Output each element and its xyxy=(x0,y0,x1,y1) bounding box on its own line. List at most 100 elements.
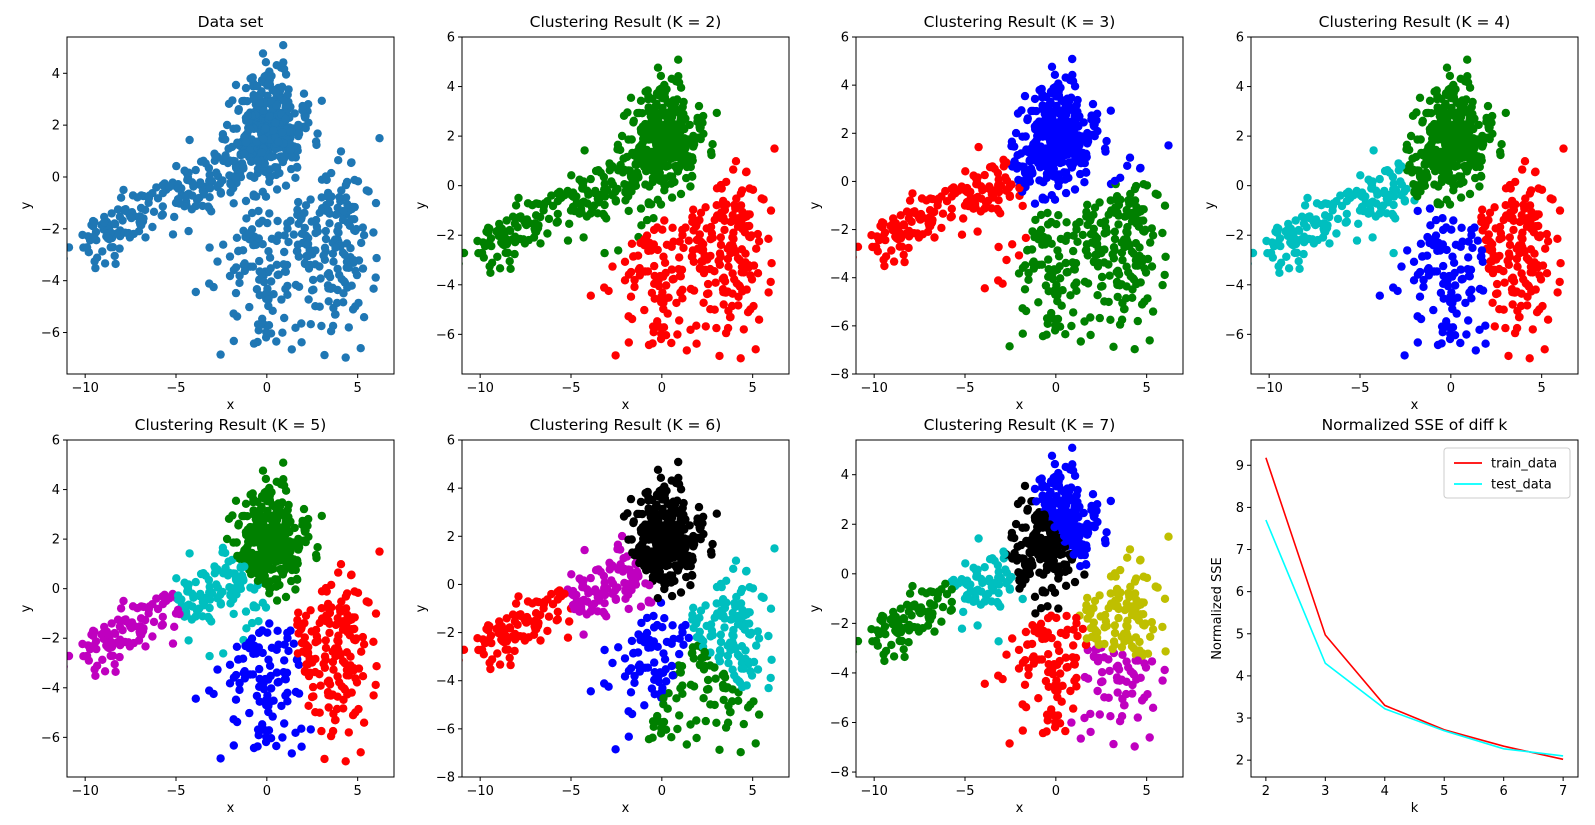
scatter-point xyxy=(640,701,649,710)
scatter-point xyxy=(1158,280,1167,290)
scatter-point xyxy=(660,614,669,623)
scatter-point xyxy=(1018,304,1027,313)
scatter-point xyxy=(695,613,704,622)
scatter-point xyxy=(283,688,292,697)
scatter-point xyxy=(1074,146,1084,155)
scatter-point xyxy=(1158,228,1167,238)
scatter-point xyxy=(1463,55,1472,64)
y-tick-label: 2 xyxy=(447,130,455,145)
scatter-point xyxy=(600,192,610,201)
scatter-point xyxy=(1373,189,1383,198)
scatter-point xyxy=(620,257,630,266)
scatter-point xyxy=(617,531,627,541)
scatter-point xyxy=(694,502,704,512)
scatter-point xyxy=(115,652,124,662)
scatter-point xyxy=(680,538,689,547)
y-axis-label: y xyxy=(19,604,34,612)
scatter-point xyxy=(1034,132,1044,142)
scatter-point xyxy=(900,257,909,267)
scatter-point xyxy=(744,261,753,270)
scatter-point xyxy=(918,230,927,239)
scatter-point xyxy=(640,535,650,545)
scatter-point xyxy=(644,340,654,350)
scatter-point xyxy=(272,260,281,269)
scatter-point xyxy=(129,638,138,648)
scatter-point xyxy=(994,242,1003,252)
scatter-point xyxy=(514,213,524,222)
scatter-point xyxy=(205,184,215,193)
scatter-point xyxy=(127,213,136,223)
scatter-point xyxy=(1515,249,1524,258)
scatter-point xyxy=(759,195,768,204)
scatter-point xyxy=(259,684,269,694)
scatter-point xyxy=(754,634,764,643)
scatter-point xyxy=(334,156,343,165)
scatter-point xyxy=(1475,182,1484,191)
scatter-point xyxy=(1021,233,1031,243)
scatter-point xyxy=(688,610,697,620)
scatter-point xyxy=(312,140,321,150)
scatter-point xyxy=(1443,281,1453,291)
scatter-point xyxy=(316,274,325,283)
scatter-point xyxy=(116,604,126,613)
scatter-point xyxy=(522,220,531,230)
scatter-point xyxy=(1068,70,1077,80)
scatter-point xyxy=(273,216,282,226)
scatter-point xyxy=(628,148,637,158)
plot-area xyxy=(462,55,779,363)
scatter-point xyxy=(974,142,983,152)
scatter-point xyxy=(1021,132,1030,141)
scatter-point xyxy=(493,649,502,658)
scatter-point xyxy=(1053,314,1063,324)
scatter-point xyxy=(294,120,303,130)
scatter-point xyxy=(1019,177,1029,186)
scatter-point xyxy=(232,124,241,133)
scatter-point xyxy=(686,284,696,294)
x-tick-label: −10 xyxy=(466,381,493,396)
scatter-point xyxy=(682,346,691,355)
scatter-point xyxy=(654,677,664,687)
scatter-point xyxy=(640,305,649,315)
scatter-point xyxy=(667,591,677,601)
scatter-point xyxy=(266,152,276,162)
scatter-point xyxy=(333,672,342,681)
scatter-point xyxy=(291,173,300,182)
scatter-point xyxy=(1037,260,1047,269)
scatter-point xyxy=(1455,130,1464,139)
scatter-point xyxy=(678,681,687,690)
scatter-point xyxy=(230,584,240,594)
scatter-point xyxy=(281,181,291,190)
scatter-point xyxy=(205,243,214,252)
scatter-point xyxy=(746,271,755,280)
scatter-point xyxy=(279,58,288,67)
scatter-point xyxy=(1042,314,1052,323)
scatter-point xyxy=(116,193,126,202)
scatter-point xyxy=(1069,246,1078,256)
scatter-point xyxy=(1534,221,1543,231)
scatter-point xyxy=(727,697,737,706)
scatter-point xyxy=(269,126,278,135)
scatter-point xyxy=(1505,240,1515,250)
scatter-point xyxy=(1359,206,1368,216)
scatter-point xyxy=(1433,199,1443,209)
scatter-point xyxy=(725,313,735,322)
scatter-point xyxy=(273,678,282,687)
scatter-point xyxy=(700,252,709,261)
scatter-point xyxy=(317,511,326,521)
scatter-point xyxy=(946,213,955,222)
scatter-point xyxy=(98,655,107,664)
scatter-point xyxy=(636,204,646,213)
scatter-point xyxy=(111,667,120,676)
scatter-point xyxy=(660,655,670,664)
scatter-point xyxy=(298,516,307,526)
scatter-point xyxy=(264,295,273,304)
scatter-point xyxy=(1413,338,1423,347)
scatter-point xyxy=(1437,94,1446,104)
plot-area xyxy=(67,458,384,766)
scatter-point xyxy=(280,674,290,684)
scatter-point xyxy=(658,92,668,101)
scatter-point xyxy=(673,330,682,339)
scatter-point xyxy=(1416,239,1426,248)
